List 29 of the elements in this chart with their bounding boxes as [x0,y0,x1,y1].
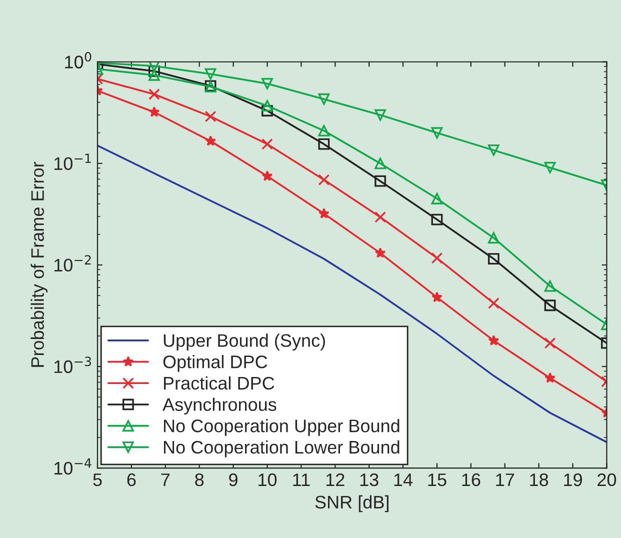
y-tick-label: 10$^{−3}$ [54,356,91,374]
x-tick-label: 12 [326,473,344,486]
x-axis-title: SNR [dB] [315,495,388,512]
x-tick-label: 7 [161,474,170,486]
x-tick-label: 6 [127,473,136,486]
x-tick-label: 20 [598,473,616,486]
x-tick-label: 16 [462,473,480,486]
y-axis-title: Probability of Frame Error [30,162,48,367]
legend-label: Optimal DPC [163,355,268,372]
y-tick-label: 10$^{−2}$ [54,255,91,272]
legend-label: No Cooperation Lower Bound [164,440,400,458]
y-tick-label: 10$^{−1}$ [54,154,91,170]
x-tick-label: 18 [530,473,548,486]
y-tick-label: 10$^{−4}$ [54,458,92,475]
x-tick-label: 15 [428,474,446,486]
x-tick-label: 17 [496,474,514,486]
x-tick-label: 14 [394,474,413,486]
legend-label: Asynchronous [162,398,276,415]
x-tick-label: 11 [293,474,310,486]
x-tick-label: 19 [564,473,582,486]
x-tick-label: 9 [229,473,238,486]
x-tick-label: 5 [93,474,102,486]
legend-label: Upper Bound (Sync) [164,334,325,350]
x-tick-label: 13 [360,473,378,486]
legend-label: Practical DPC [164,376,274,390]
legend-label: No Cooperation Upper Bound [164,419,400,436]
y-tick-label: 10$^{0}$ [65,52,92,68]
x-tick-label: 10 [258,473,277,486]
x-tick-label: 8 [195,473,204,486]
